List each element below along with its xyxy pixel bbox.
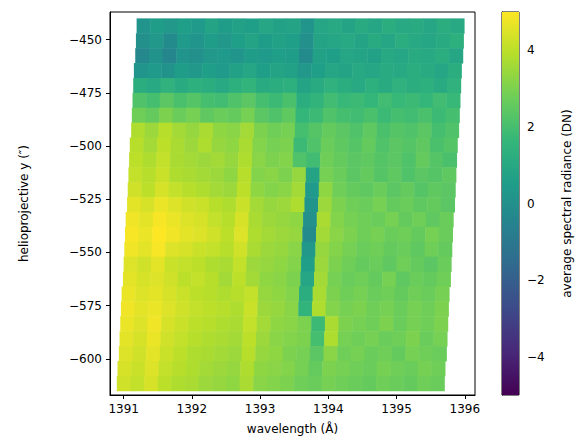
svg-text:1394: 1394 <box>313 402 344 416</box>
svg-text:1391: 1391 <box>108 402 139 416</box>
svg-text:0: 0 <box>527 197 535 211</box>
svg-text:helioprojective y (″): helioprojective y (″) <box>17 145 31 262</box>
svg-text:wavelength (Å): wavelength (Å) <box>247 421 338 436</box>
svg-text:1392: 1392 <box>177 402 208 416</box>
svg-text:−550: −550 <box>69 245 102 259</box>
svg-text:1396: 1396 <box>449 402 480 416</box>
svg-text:−2: −2 <box>527 273 545 287</box>
svg-text:−450: −450 <box>69 33 102 47</box>
svg-text:−500: −500 <box>69 139 102 153</box>
svg-text:−475: −475 <box>69 86 102 100</box>
svg-text:average spectral radiance (DN): average spectral radiance (DN) <box>560 109 574 298</box>
svg-text:1395: 1395 <box>381 402 412 416</box>
svg-text:1393: 1393 <box>245 402 276 416</box>
svg-text:2: 2 <box>527 120 535 134</box>
svg-text:−4: −4 <box>527 350 545 364</box>
svg-text:−600: −600 <box>69 352 102 366</box>
svg-text:−575: −575 <box>69 299 102 313</box>
svg-text:4: 4 <box>527 43 535 57</box>
svg-text:−525: −525 <box>69 192 102 206</box>
